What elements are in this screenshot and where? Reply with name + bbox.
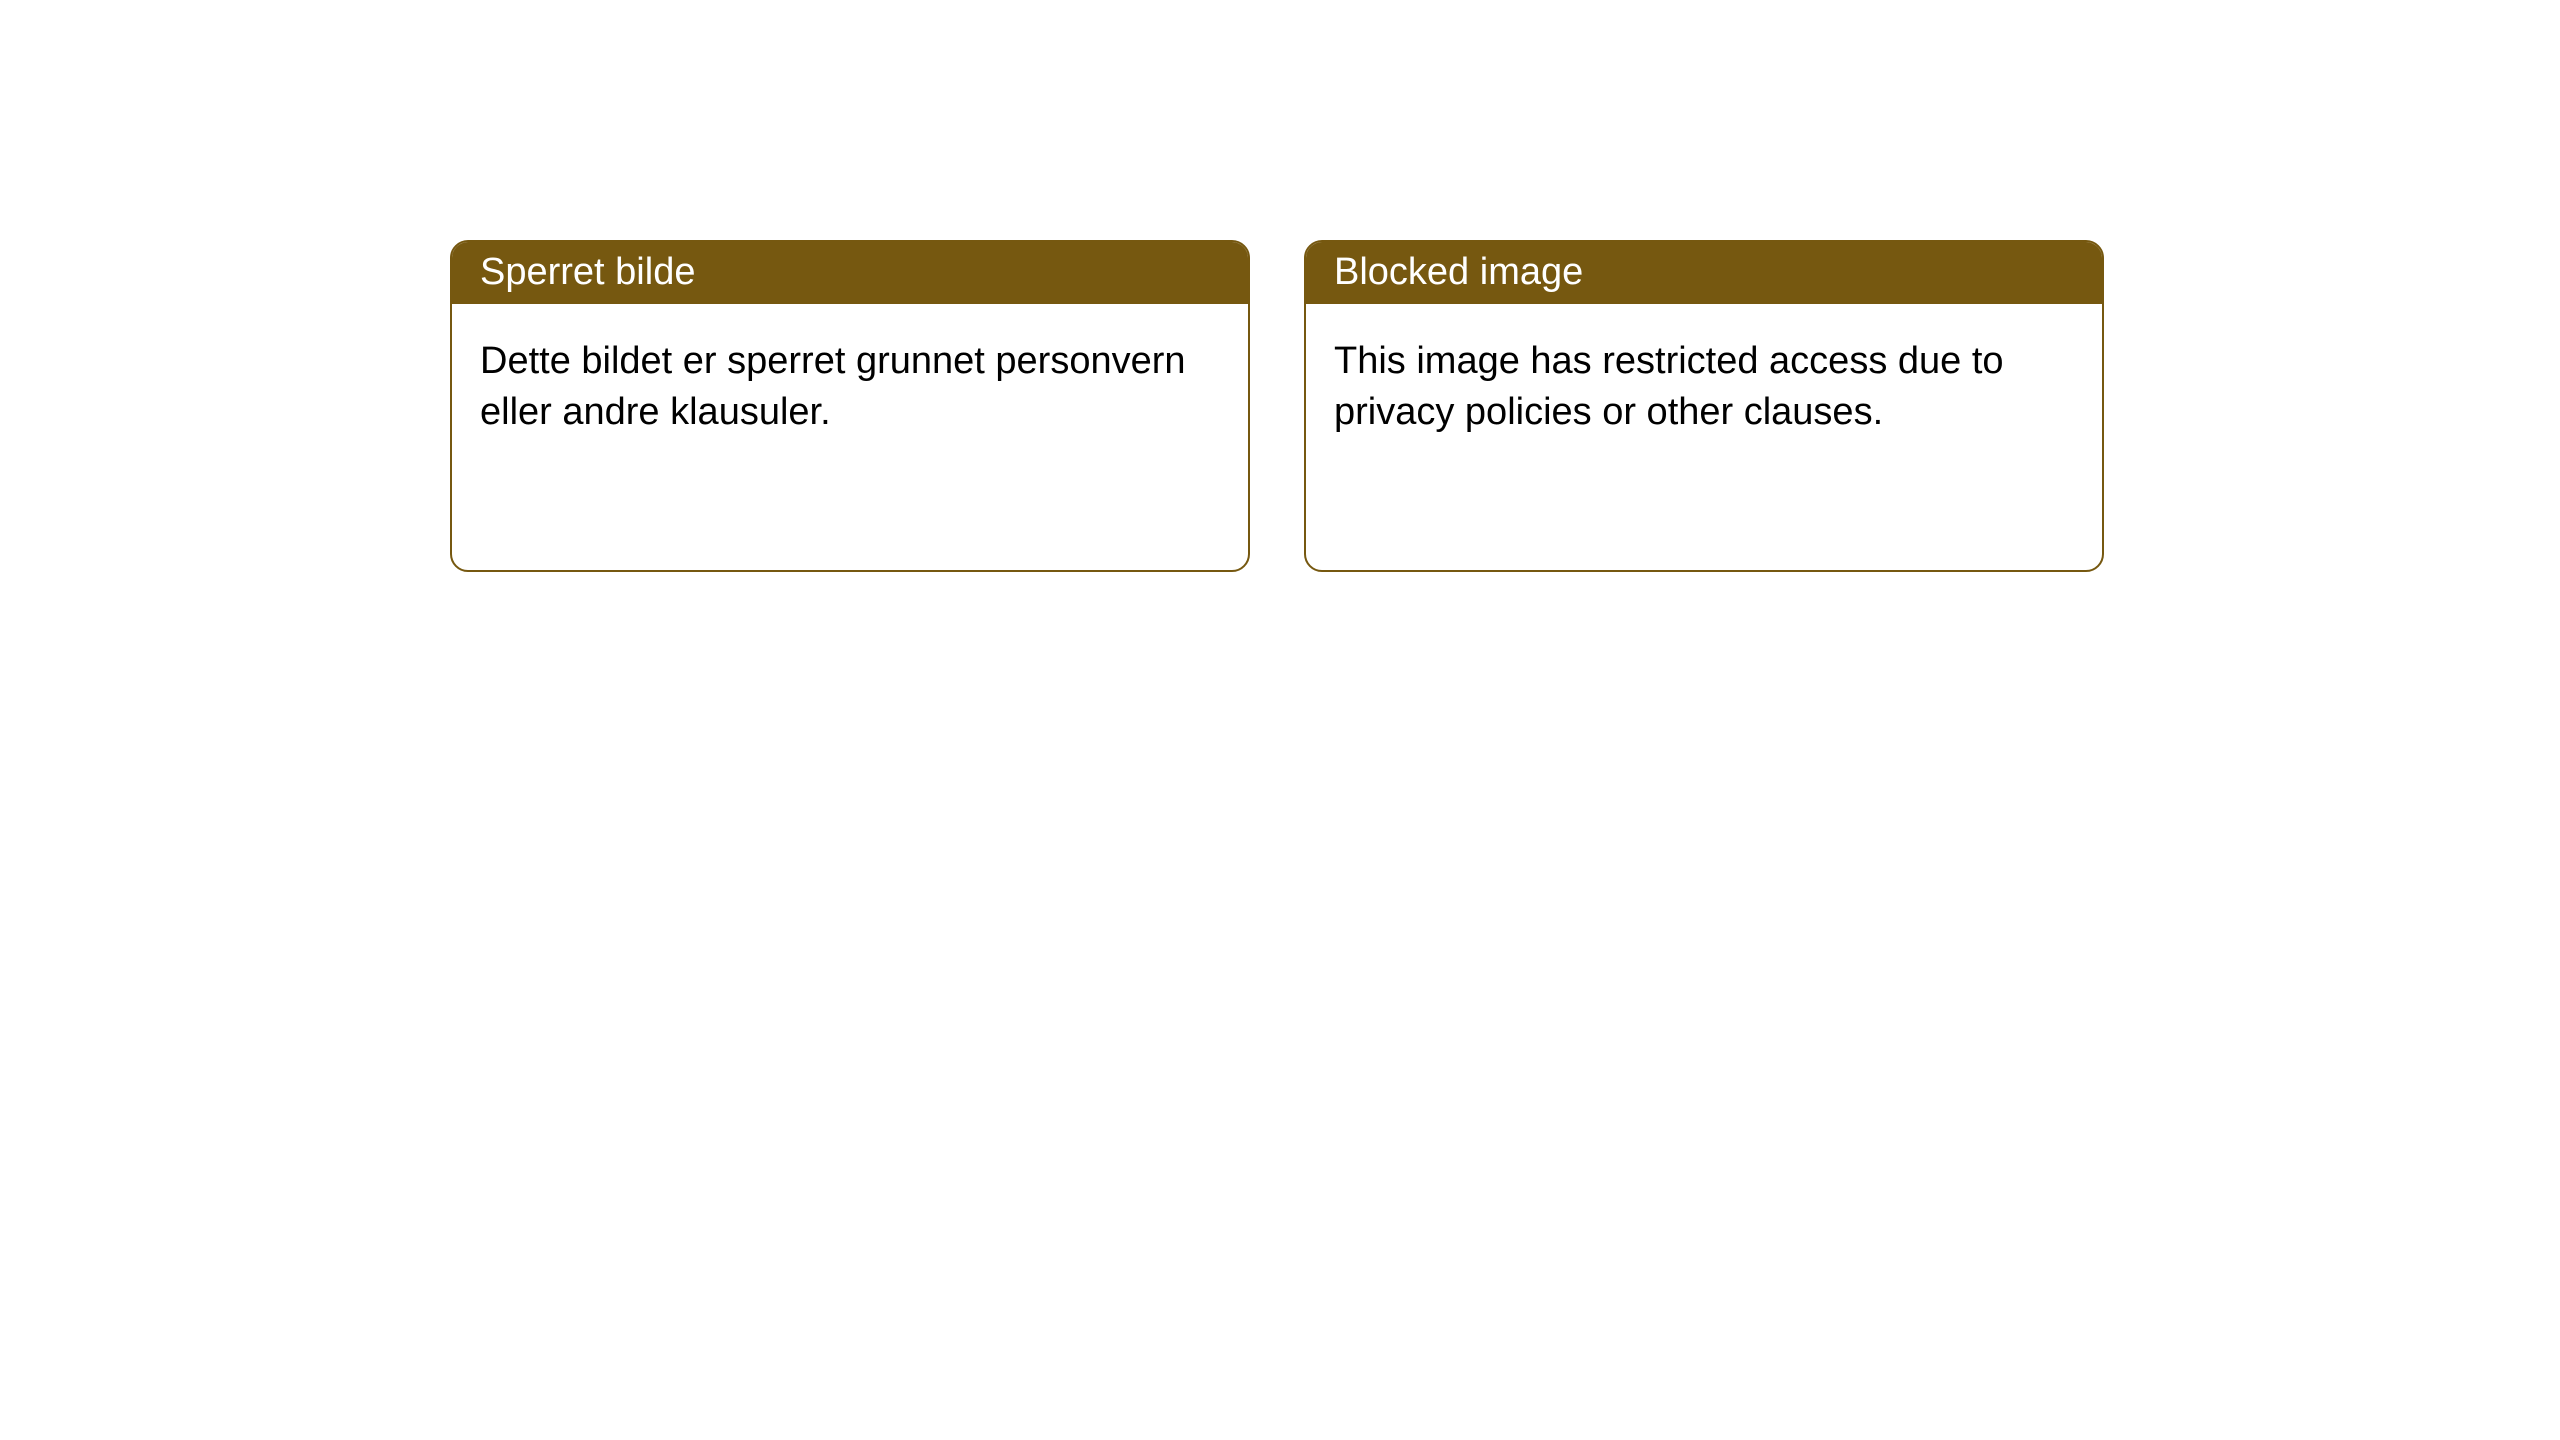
- card-header-nb: Sperret bilde: [452, 242, 1248, 304]
- notice-container: Sperret bilde Dette bildet er sperret gr…: [0, 0, 2560, 572]
- card-header-en: Blocked image: [1306, 242, 2102, 304]
- card-body-nb: Dette bildet er sperret grunnet personve…: [452, 304, 1248, 471]
- card-body-en: This image has restricted access due to …: [1306, 304, 2102, 471]
- blocked-image-card-nb: Sperret bilde Dette bildet er sperret gr…: [450, 240, 1250, 572]
- blocked-image-card-en: Blocked image This image has restricted …: [1304, 240, 2104, 572]
